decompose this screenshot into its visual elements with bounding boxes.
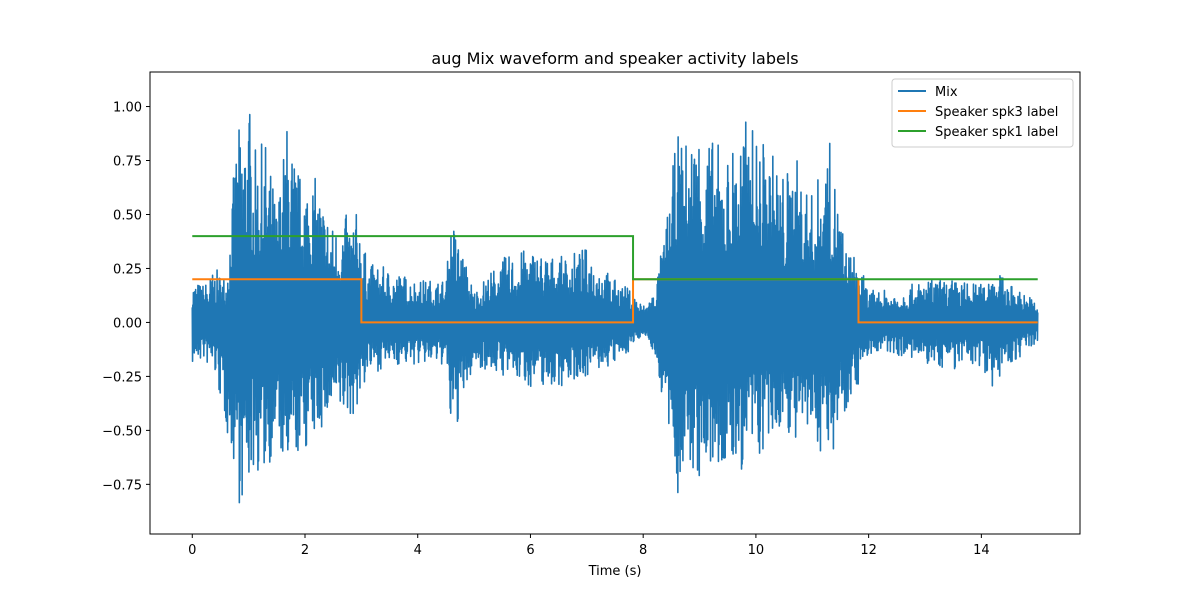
- legend-label-spk3: Speaker spk3 label: [935, 105, 1058, 120]
- series-spk1-line: [192, 235, 1038, 281]
- x-tick-label: 0: [188, 543, 196, 558]
- y-tick-label: 0.75: [113, 155, 142, 170]
- y-tick-label: 0.50: [113, 208, 142, 223]
- mix-waveform-line: [191, 113, 1039, 504]
- x-tick-label: 12: [860, 543, 877, 558]
- x-tick-label: 2: [301, 543, 309, 558]
- legend-label-mix: Mix: [935, 85, 958, 100]
- y-axis: −0.75 −0.50 −0.25 0.00 0.25 0.50 0.75 1.00: [102, 101, 150, 493]
- series-mix: [191, 113, 1039, 504]
- legend-label-spk1: Speaker spk1 label: [935, 125, 1058, 140]
- y-tick-label: −0.75: [102, 478, 142, 493]
- legend-box: [891, 78, 1074, 148]
- legend: Mix Speaker spk3 label Speaker spk1 labe…: [891, 78, 1074, 148]
- y-tick-label: −0.25: [102, 370, 142, 385]
- plot-area: [191, 113, 1039, 504]
- chart-title: aug Mix waveform and speaker activity la…: [431, 49, 798, 68]
- x-tick-label: 10: [748, 543, 765, 558]
- plot-frame: [149, 71, 1081, 535]
- y-tick-label: 0.25: [113, 262, 142, 277]
- x-tick-label: 6: [526, 543, 534, 558]
- y-tick-label: 0.00: [113, 316, 142, 331]
- series-spk3-line: [192, 278, 1038, 324]
- x-axis: 0 2 4 6 8 10 12 14: [188, 534, 990, 558]
- x-tick-label: 4: [414, 543, 422, 558]
- y-tick-label: −0.50: [102, 424, 142, 439]
- x-tick-label: 8: [639, 543, 647, 558]
- x-axis-label: Time (s): [588, 564, 642, 579]
- x-tick-label: 14: [973, 543, 990, 558]
- y-tick-label: 1.00: [113, 101, 142, 116]
